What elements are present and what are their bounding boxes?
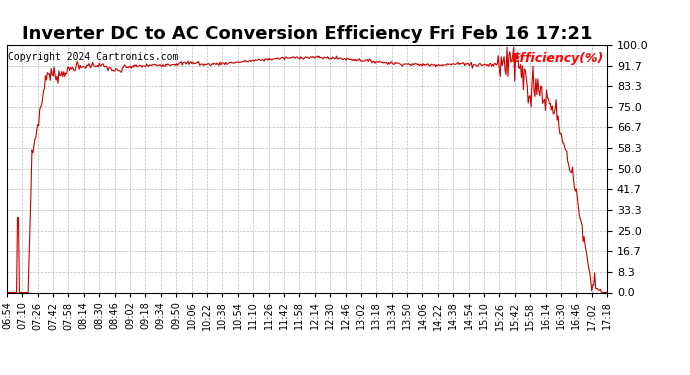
Text: Efficiency(%): Efficiency(%) bbox=[512, 53, 604, 65]
Text: Copyright 2024 Cartronics.com: Copyright 2024 Cartronics.com bbox=[8, 53, 178, 62]
Title: Inverter DC to AC Conversion Efficiency Fri Feb 16 17:21: Inverter DC to AC Conversion Efficiency … bbox=[22, 26, 592, 44]
